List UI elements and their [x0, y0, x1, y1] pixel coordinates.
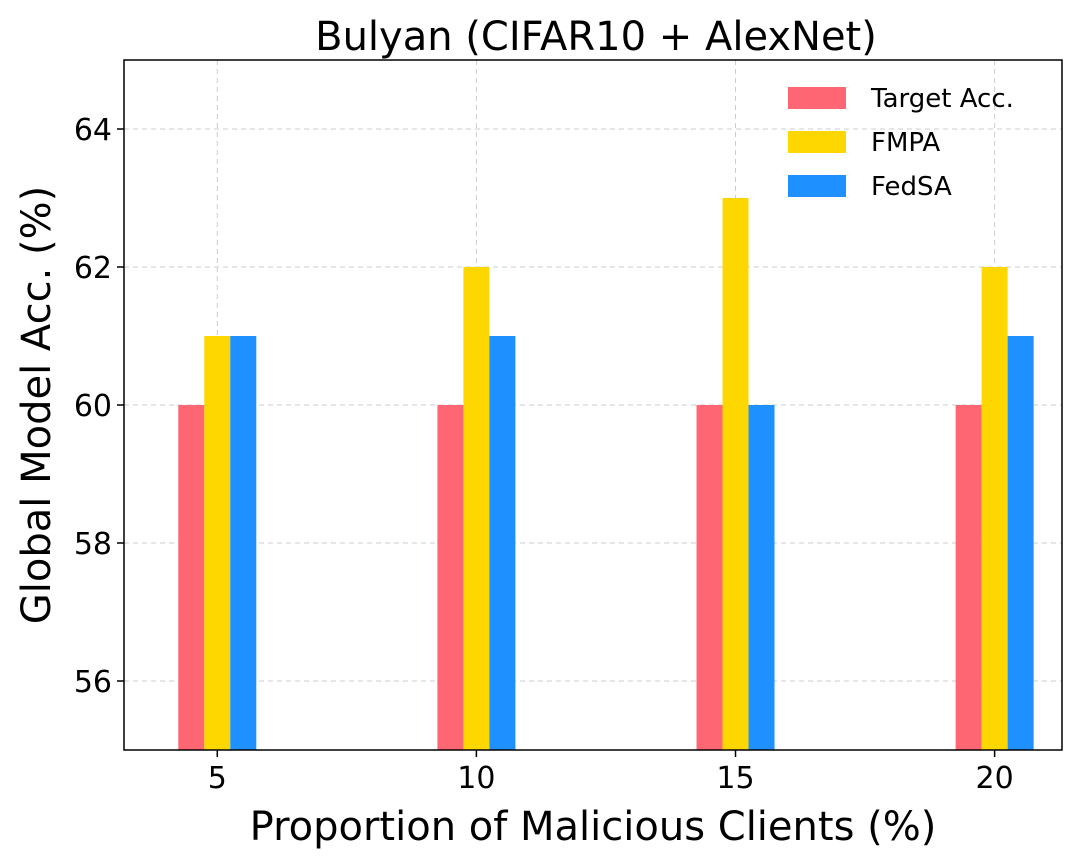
- bar-target-acc-10: [437, 405, 464, 750]
- x-axis-label: Proportion of Malicious Clients (%): [250, 804, 937, 850]
- x-ticks: 5 10 15 20: [208, 750, 1014, 796]
- bar-target-acc-5: [178, 405, 205, 750]
- bar-fedsa-15: [748, 405, 775, 750]
- x-tick-label: 20: [976, 761, 1014, 796]
- bar-fedsa-20: [1007, 336, 1034, 750]
- x-tick-label: 15: [716, 761, 754, 796]
- bar-fedsa-10: [489, 336, 516, 750]
- legend-label: FedSA: [871, 172, 952, 202]
- bar-fmpa-5: [204, 336, 231, 750]
- legend-swatch: [788, 87, 846, 109]
- y-tick-label: 62: [74, 251, 112, 286]
- bar-fmpa-15: [722, 198, 749, 750]
- bar-target-acc-20: [955, 405, 982, 750]
- y-ticks: 56 58 60 62 64: [74, 113, 124, 700]
- bar-fmpa-20: [981, 267, 1008, 750]
- bar-fedsa-5: [230, 336, 257, 750]
- y-tick-label: 58: [74, 527, 112, 562]
- y-tick-label: 64: [74, 113, 112, 148]
- y-tick-label: 56: [74, 665, 112, 700]
- legend: Target Acc. FMPA FedSA: [788, 84, 1014, 202]
- grid-lines: [124, 60, 1062, 750]
- bars: [178, 198, 1034, 750]
- x-tick-label: 10: [457, 761, 495, 796]
- legend-label: Target Acc.: [870, 84, 1014, 114]
- bar-target-acc-15: [696, 405, 723, 750]
- legend-swatch: [788, 131, 846, 153]
- y-tick-label: 60: [74, 389, 112, 424]
- chart-title: Bulyan (CIFAR10 + AlexNet): [315, 14, 877, 60]
- legend-swatch: [788, 175, 846, 197]
- x-tick-label: 5: [208, 761, 227, 796]
- bar-fmpa-10: [463, 267, 490, 750]
- y-axis-label: Global Model Acc. (%): [14, 186, 60, 624]
- legend-label: FMPA: [871, 128, 940, 158]
